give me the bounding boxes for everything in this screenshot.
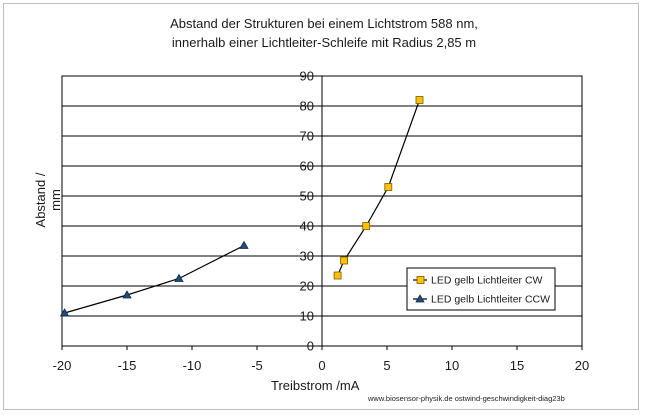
data-point-cw-0 (333, 271, 342, 280)
y-tick-label-30: 30 (300, 249, 314, 264)
legend-marker-cw (416, 276, 425, 284)
y-tick-label-40: 40 (300, 219, 314, 234)
legend-box (406, 267, 556, 311)
data-point-cw-4 (415, 96, 424, 104)
data-point-cw-2 (362, 222, 371, 230)
series-line-1 (64, 244, 245, 314)
data-point-cw-1 (340, 256, 349, 265)
data-point-ccw-3 (239, 240, 249, 249)
x-tick-label--10: -10 (183, 358, 202, 373)
source-credit: www.biosensor-physik.de ostwind-geschwin… (368, 394, 565, 403)
x-tick-label-20: 20 (575, 358, 589, 373)
legend-marker-ccw (415, 294, 425, 303)
x-tick-label--20: -20 (53, 358, 72, 373)
chart-title: Abstand der Strukturen bei einem Lichtst… (170, 16, 478, 31)
data-point-ccw-1 (122, 290, 132, 299)
y-tick-label-50: 50 (300, 189, 314, 204)
x-tick-label-5: 5 (383, 358, 390, 373)
chart-frame (3, 3, 639, 410)
data-point-cw-3 (384, 183, 393, 191)
y-tick-label-60: 60 (300, 159, 314, 174)
y-tick-label-20: 20 (300, 279, 314, 294)
x-tick-label-10: 10 (445, 358, 459, 373)
x-tick-label--15: -15 (118, 358, 137, 373)
x-tick-label-0: 0 (318, 358, 325, 373)
y-tick-label-0: 0 (307, 339, 314, 354)
y-tick-label-70: 70 (300, 129, 314, 144)
x-tick-label--5: -5 (251, 358, 263, 373)
x-axis-label: Treibstrom /mA (271, 378, 360, 393)
chart-subtitle: innerhalb einer Lichtleiter-Schleife mit… (171, 35, 477, 50)
y-tick-label-90: 90 (300, 69, 314, 84)
legend-label-1: LED gelb Lichtleiter CCW (431, 294, 550, 306)
y-tick-label-10: 10 (300, 309, 314, 324)
series-line-0 (337, 99, 421, 276)
data-point-ccw-0 (59, 308, 70, 317)
legend-label-0: LED gelb Lichtleiter CW (431, 275, 543, 287)
y-axis-label: Abstand / mm (33, 172, 63, 228)
x-tick-label-15: 15 (510, 358, 524, 373)
y-tick-label-80: 80 (300, 99, 314, 114)
data-point-ccw-2 (174, 273, 184, 282)
